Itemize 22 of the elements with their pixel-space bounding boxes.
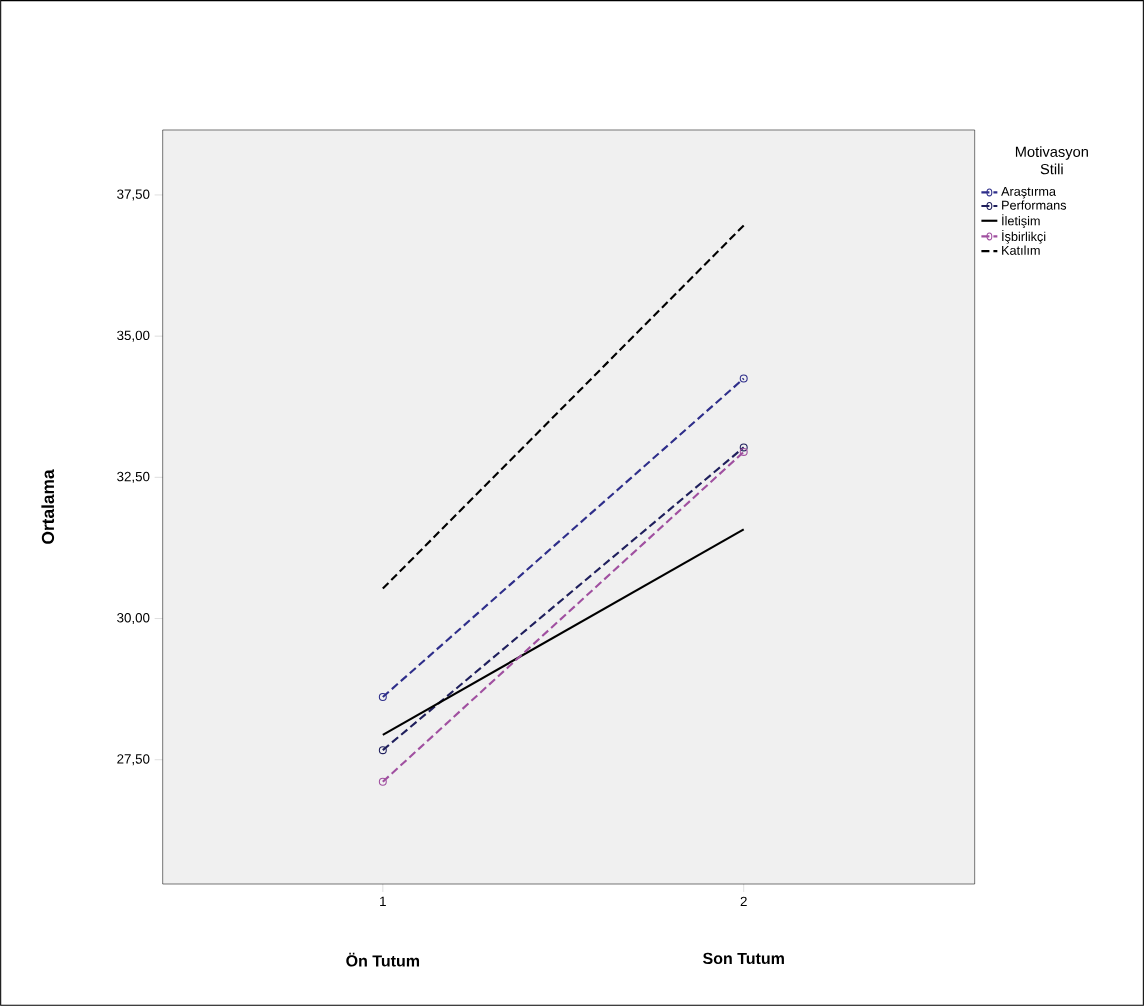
point bbox=[739, 374, 748, 383]
legend-title: Motivasyon Stili bbox=[1015, 146, 1088, 175]
text: Son Tutum bbox=[702, 952, 784, 965]
legend-label: İletişim bbox=[1002, 214, 1040, 228]
x-tick-label: 2 bbox=[740, 896, 747, 907]
legend-label: Katılım bbox=[1002, 245, 1040, 255]
y-tick-label: 32,50 bbox=[117, 471, 150, 483]
point bbox=[739, 443, 748, 452]
y-axis-title: Ortalama bbox=[41, 469, 55, 544]
point bbox=[739, 447, 748, 456]
legend-label: Araştırma bbox=[1001, 187, 1056, 199]
x-tick-label: 1 bbox=[380, 896, 386, 906]
point bbox=[378, 693, 387, 702]
point bbox=[378, 746, 387, 755]
y-tick-label: 30,00 bbox=[117, 613, 150, 625]
y-tick-label: 27,50 bbox=[117, 754, 150, 766]
y-tick-label: 37,50 bbox=[117, 189, 150, 201]
text: Ön Tutum bbox=[346, 952, 420, 967]
y-tick-label: 35,00 bbox=[117, 330, 150, 342]
legend-label: Performans bbox=[1002, 200, 1067, 210]
point bbox=[378, 777, 387, 786]
legend-label: İşbirlikçi bbox=[1002, 229, 1046, 244]
